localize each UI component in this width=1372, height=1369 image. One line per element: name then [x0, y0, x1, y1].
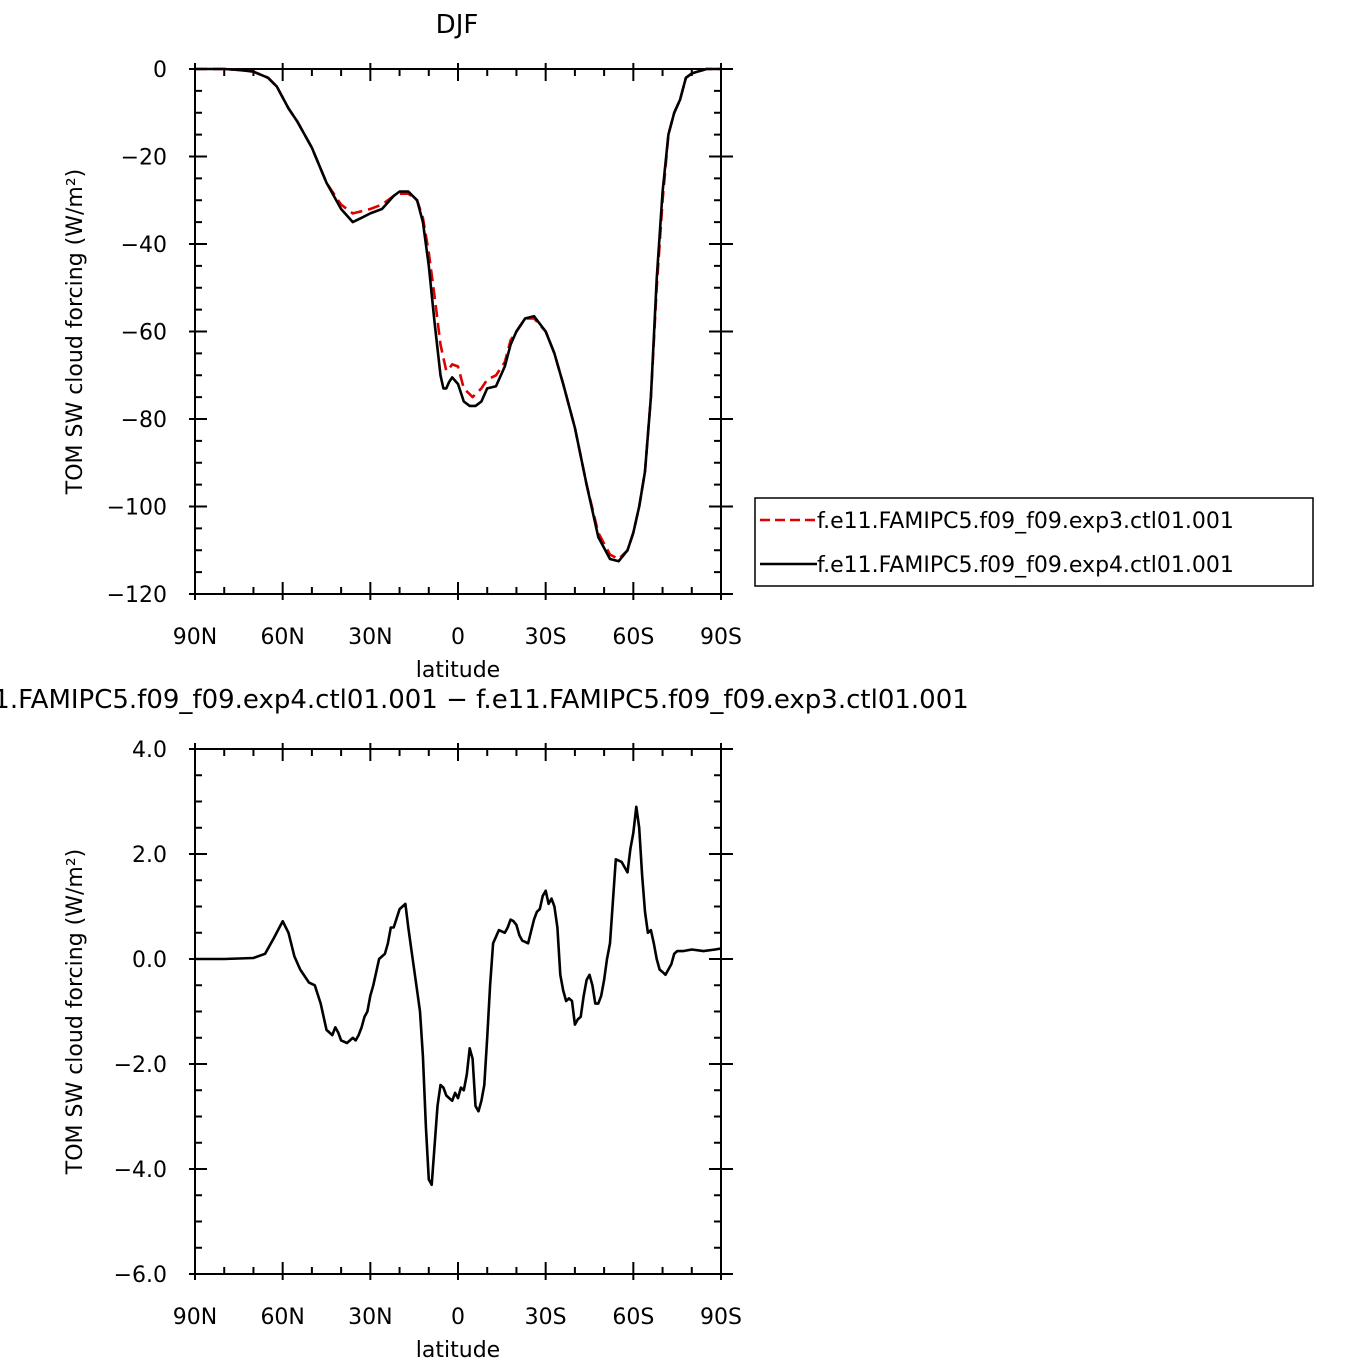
y-tick-label: 0.0 — [132, 948, 167, 973]
x-tick-label: 30N — [348, 1305, 392, 1330]
chart-title: f.e11.FAMIPC5.f09_f09.exp4.ctl01.001 − f… — [0, 685, 969, 715]
y-tick-label: 4.0 — [132, 738, 167, 763]
legend-box — [754, 497, 1314, 587]
legend-label: f.e11.FAMIPC5.f09_f09.exp3.ctl01.001 — [817, 509, 1234, 534]
y-tick-label: 2.0 — [132, 843, 167, 868]
x-axis-label: latitude — [416, 658, 500, 683]
series-line-1 — [195, 67, 721, 561]
y-tick-label: −6.0 — [114, 1263, 167, 1288]
x-axis-label: latitude — [416, 1338, 500, 1363]
series-line-1 — [195, 805, 722, 1187]
chart-panel-2: f.e11.FAMIPC5.f09_f09.exp4.ctl01.001 − f… — [0, 685, 969, 1363]
x-tick-label: 90S — [700, 1305, 742, 1330]
x-tick-label: 60N — [260, 1305, 304, 1330]
y-axis-label: TOM SW cloud forcing (W/m²) — [63, 849, 88, 1175]
y-axis-label: TOM SW cloud forcing (W/m²) — [63, 169, 88, 495]
y-tick-label: −2.0 — [114, 1053, 167, 1078]
y-tick-label: −20 — [121, 146, 167, 171]
x-tick-label: 30S — [525, 1305, 567, 1330]
y-tick-label: −80 — [121, 408, 167, 433]
y-tick-label: 0 — [153, 58, 167, 83]
y-tick-label: −60 — [121, 321, 167, 346]
legend-label: f.e11.FAMIPC5.f09_f09.exp4.ctl01.001 — [817, 553, 1234, 578]
x-tick-label: 30N — [348, 625, 392, 650]
y-tick-label: −100 — [107, 496, 167, 521]
x-tick-label: 60S — [612, 1305, 654, 1330]
x-tick-label: 90S — [700, 625, 742, 650]
y-tick-label: −120 — [107, 583, 167, 608]
legend: f.e11.FAMIPC5.f09_f09.exp3.ctl01.001 f.e1… — [754, 497, 1314, 587]
x-tick-label: 90N — [173, 625, 217, 650]
x-tick-label: 30S — [525, 625, 567, 650]
x-tick-label: 0 — [451, 625, 465, 650]
x-tick-label: 60N — [260, 625, 304, 650]
y-tick-label: −40 — [121, 233, 167, 258]
series-line-2 — [195, 67, 721, 563]
plot-frame — [194, 748, 722, 1275]
x-tick-label: 90N — [173, 1305, 217, 1330]
y-tick-label: −4.0 — [114, 1158, 167, 1183]
plot-frame — [194, 68, 722, 595]
x-tick-label: 0 — [451, 1305, 465, 1330]
x-tick-label: 60S — [612, 625, 654, 650]
chart-panel-1: DJF 90N 60N 30N 0 30S 60S 90S 0 −20 −40 −60 −80 −100 −… — [63, 10, 1314, 683]
chart-title: DJF — [436, 10, 479, 40]
